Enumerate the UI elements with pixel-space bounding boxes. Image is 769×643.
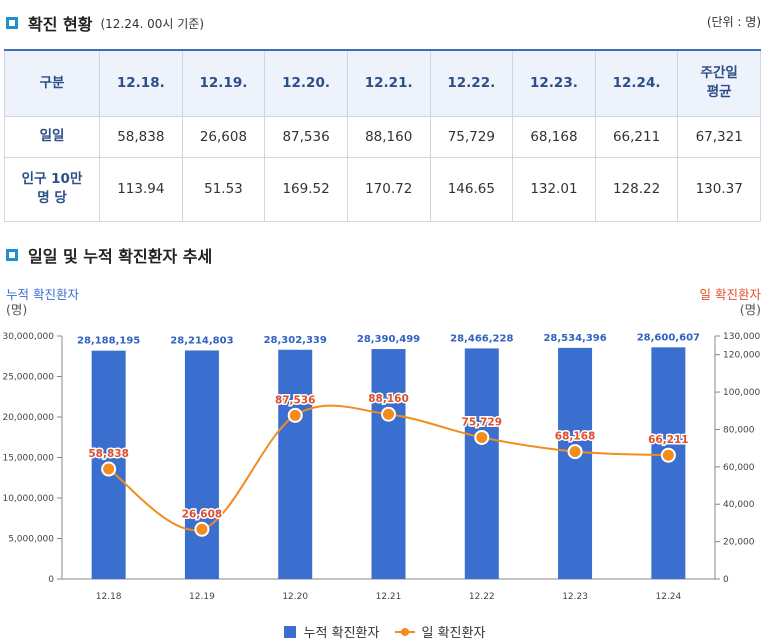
col-header: 12.23. xyxy=(512,49,596,117)
legend-line-swatch xyxy=(395,626,416,638)
legend-bar-swatch xyxy=(283,625,296,638)
square-bullet-icon xyxy=(6,17,18,29)
col-header: 12.19. xyxy=(181,49,266,117)
table-cell: 146.65 xyxy=(429,156,514,222)
bar xyxy=(464,348,499,579)
right-tick-label: 130,000 xyxy=(723,332,760,342)
right-tick-label: 80,000 xyxy=(723,425,755,435)
trend-section-title: 일일 및 누적 확진환자 추세 xyxy=(28,247,213,266)
right-axis-title-text: 일 확진환자 xyxy=(699,287,761,302)
right-axis-unit: (명) xyxy=(739,302,761,317)
status-section-header: 확진 현황 (12.24. 00시 기준) xyxy=(6,11,204,35)
line-value-label: 88,160 xyxy=(368,393,409,405)
col-header: 12.18. xyxy=(99,49,183,117)
col-header: 12.22. xyxy=(429,49,514,117)
left-tick-label: 20,000,000 xyxy=(2,413,54,423)
right-tick-label: 120,000 xyxy=(723,351,760,361)
line-value-label: 66,211 xyxy=(648,434,689,446)
trend-section-header: 일일 및 누적 확진환자 추세 xyxy=(6,243,212,267)
table-row-daily: 일일 58,838 26,608 87,536 88,160 75,729 68… xyxy=(4,115,761,158)
left-tick-label: 15,000,000 xyxy=(2,454,54,464)
right-tick-label: 60,000 xyxy=(723,463,755,473)
right-axis-title: 일 확진환자 (명) xyxy=(700,287,761,317)
table-cell: 132.01 xyxy=(512,156,596,222)
table-cell: 113.94 xyxy=(99,156,183,222)
table-cell: 170.72 xyxy=(346,156,431,222)
left-tick-label: 10,000,000 xyxy=(2,494,54,504)
bar-value-label: 28,188,195 xyxy=(77,336,140,347)
right-tick-label: 20,000 xyxy=(723,538,755,548)
bar-value-label: 28,534,396 xyxy=(543,333,606,344)
table-cell: 128.22 xyxy=(594,156,679,222)
legend-label: 일 확진환자 xyxy=(421,626,486,641)
bar xyxy=(278,349,313,579)
bar-value-label: 28,466,228 xyxy=(450,333,513,344)
square-bullet-icon xyxy=(6,249,18,261)
bar xyxy=(558,347,593,579)
line-value-label: 75,729 xyxy=(462,416,503,428)
status-section-basis: (12.24. 00시 기준) xyxy=(100,16,205,31)
table-cell: 66,211 xyxy=(594,115,679,158)
legend-item-cumulative: 누적 확진환자 xyxy=(283,622,380,641)
line-point xyxy=(194,521,210,537)
right-tick-label: 0 xyxy=(723,575,729,585)
left-tick-label: 25,000,000 xyxy=(2,373,54,383)
right-tick-label: 40,000 xyxy=(723,500,755,510)
line-point xyxy=(287,407,303,423)
x-tick-label: 12.21 xyxy=(376,592,402,602)
left-tick-label: 0 xyxy=(48,575,54,585)
col-header: 구분 xyxy=(4,49,100,117)
col-header-weekly-avg: 주간일 평균 xyxy=(677,49,761,117)
status-section-title: 확진 현황 xyxy=(28,15,93,34)
line-point xyxy=(474,429,490,445)
x-tick-label: 12.18 xyxy=(96,592,122,602)
line-point xyxy=(660,447,676,463)
row-label: 일일 xyxy=(4,115,100,158)
table-cell: 26,608 xyxy=(181,115,266,158)
table-cell: 75,729 xyxy=(429,115,514,158)
table-cell: 67,321 xyxy=(677,115,761,158)
line-value-label: 68,168 xyxy=(555,431,596,443)
table-cell: 51.53 xyxy=(181,156,266,222)
table-header-row: 구분 12.18. 12.19. 12.20. 12.21. 12.22. 12… xyxy=(4,49,761,117)
line-point xyxy=(101,461,117,477)
left-axis-title: 누적 확진환자 (명) xyxy=(6,287,79,317)
table-row-per-100k: 인구 10만 명 당 113.94 51.53 169.52 170.72 14… xyxy=(4,156,761,222)
bar xyxy=(651,347,686,579)
bar-value-label: 28,390,499 xyxy=(357,334,420,345)
left-axis-title-text: 누적 확진환자 xyxy=(6,287,79,302)
chart-legend: 누적 확진환자 일 확진환자 xyxy=(0,622,769,641)
bar-value-label: 28,600,607 xyxy=(637,332,700,343)
table-cell: 130.37 xyxy=(677,156,761,222)
left-tick-label: 5,000,000 xyxy=(8,535,54,545)
line-value-label: 87,536 xyxy=(275,394,316,406)
line-point xyxy=(381,406,396,422)
x-tick-label: 12.24 xyxy=(655,592,681,602)
row-label: 인구 10만 명 당 xyxy=(4,156,100,222)
left-axis-unit: (명) xyxy=(6,302,28,317)
right-tick-label: 100,000 xyxy=(723,388,760,398)
x-tick-label: 12.19 xyxy=(189,592,215,602)
table-cell: 68,168 xyxy=(512,115,596,158)
x-tick-label: 12.20 xyxy=(282,592,308,602)
line-value-label: 58,838 xyxy=(88,448,129,460)
line-point xyxy=(567,444,583,460)
unit-label: (단위 : 명) xyxy=(706,15,761,29)
cases-trend-chart: 0 5,000,000 10,000,000 15,000,000 20,000,000… xyxy=(2,332,760,602)
bar-value-label: 28,302,339 xyxy=(264,335,327,346)
legend-item-daily: 일 확진환자 xyxy=(395,622,485,641)
table-cell: 87,536 xyxy=(264,115,348,158)
table-cell: 88,160 xyxy=(346,115,431,158)
line-value-label: 26,608 xyxy=(182,508,223,520)
daily-cases-table: 구분 12.18. 12.19. 12.20. 12.21. 12.22. 12… xyxy=(4,49,761,222)
bar xyxy=(371,349,406,579)
col-header: 12.21. xyxy=(346,49,431,117)
legend-label: 누적 확진환자 xyxy=(303,626,380,641)
bar-value-label: 28,214,803 xyxy=(170,335,233,346)
bar xyxy=(184,350,219,579)
x-tick-label: 12.23 xyxy=(562,592,588,602)
left-tick-label: 30,000,000 xyxy=(2,332,54,342)
x-tick-label: 12.22 xyxy=(469,592,495,602)
